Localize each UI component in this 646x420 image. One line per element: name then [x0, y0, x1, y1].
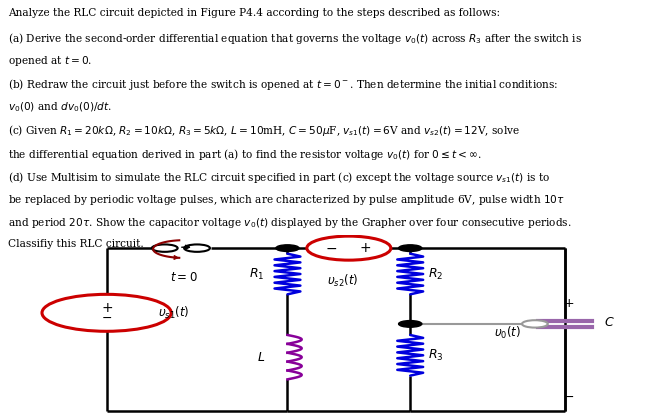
- Circle shape: [276, 245, 299, 252]
- Circle shape: [399, 245, 422, 252]
- Circle shape: [399, 320, 422, 327]
- Text: $t = 0$: $t = 0$: [171, 271, 198, 284]
- Text: the differential equation derived in part (a) to find the resistor voltage $v_0(: the differential equation derived in par…: [8, 147, 482, 162]
- Text: be replaced by periodic voltage pulses, which are characterized by pulse amplitu: be replaced by periodic voltage pulses, …: [8, 193, 565, 207]
- Text: $\upsilon_0(t)$: $\upsilon_0(t)$: [494, 325, 521, 341]
- Text: $+$: $+$: [563, 297, 574, 310]
- Circle shape: [184, 244, 210, 252]
- Text: (d) Use Multisim to simulate the RLC circuit specified in part (c) except the vo: (d) Use Multisim to simulate the RLC cir…: [8, 170, 551, 185]
- Text: and period $20\tau$. Show the capacitor voltage $v_0(t)$ displayed by the Graphe: and period $20\tau$. Show the capacitor …: [8, 216, 572, 230]
- Circle shape: [152, 244, 178, 252]
- Text: $C$: $C$: [604, 315, 615, 328]
- Text: $+$: $+$: [101, 301, 112, 315]
- Text: $-$: $-$: [101, 311, 112, 324]
- Text: $R_2$: $R_2$: [428, 266, 444, 281]
- Text: $R_1$: $R_1$: [249, 266, 265, 281]
- Text: $-$: $-$: [563, 389, 574, 402]
- Text: (c) Given $R_1 = 20k\Omega$, $R_2 = 10k\Omega$, $R_3 = 5k\Omega$, $L = 10$mH, $C: (c) Given $R_1 = 20k\Omega$, $R_2 = 10k\…: [8, 123, 521, 139]
- Text: opened at $t = 0$.: opened at $t = 0$.: [8, 54, 92, 68]
- Text: $L$: $L$: [256, 351, 265, 364]
- Text: $\upsilon_{s1}(t)$: $\upsilon_{s1}(t)$: [158, 305, 190, 321]
- Text: (b) Redraw the circuit just before the switch is opened at $t = 0^-$. Then deter: (b) Redraw the circuit just before the s…: [8, 77, 559, 92]
- Circle shape: [42, 294, 171, 331]
- Circle shape: [307, 236, 391, 260]
- Text: $R_3$: $R_3$: [428, 348, 444, 363]
- Text: $+$: $+$: [359, 241, 371, 255]
- Text: Analyze the RLC circuit depicted in Figure P4.4 according to the steps described: Analyze the RLC circuit depicted in Figu…: [8, 8, 501, 18]
- Text: $-$: $-$: [325, 241, 337, 255]
- Text: Classifiy this RLC circuit.: Classifiy this RLC circuit.: [8, 239, 144, 249]
- Text: $v_0(0)$ and $dv_0(0)/dt$.: $v_0(0)$ and $dv_0(0)/dt$.: [8, 100, 112, 114]
- Text: (a) Derive the second-order differential equation that governs the voltage $v_0(: (a) Derive the second-order differential…: [8, 31, 582, 46]
- Circle shape: [522, 320, 548, 328]
- Text: $\upsilon_{s2}(t)$: $\upsilon_{s2}(t)$: [327, 273, 358, 289]
